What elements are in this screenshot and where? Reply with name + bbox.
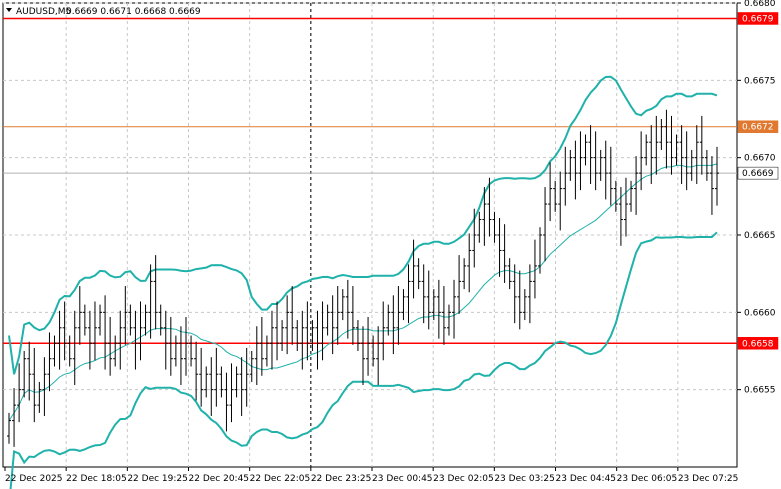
chart-header: AUDUSD,M5 0.6669 0.6671 0.6668 0.6669 [6, 7, 201, 17]
y-tick-label: 0.6670 [744, 154, 776, 164]
price-label-box [737, 166, 779, 180]
y-tick-label: 0.6660 [744, 308, 776, 318]
price-label: 0.6672 [742, 123, 774, 133]
x-tick-label: 23 Dec 06:05 [617, 474, 678, 484]
price-label: 0.6679 [742, 14, 774, 24]
price-axis[interactable]: 0.6680 0.6675 0.6670 0.6665 0.6660 0.6655 0.66… [737, 0, 779, 396]
x-tick-label: 22 Dec 22:05 [250, 474, 311, 484]
grid [3, 2, 737, 467]
price-label-box [737, 12, 779, 25]
time-axis[interactable]: 22 Dec 2025 22 Dec 18:05 22 Dec 19:25 22 De… [4, 467, 739, 484]
price-label: 0.6669 [742, 169, 774, 179]
x-tick-label: 22 Dec 18:05 [66, 474, 127, 484]
price-label-box [737, 337, 779, 350]
bollinger-bands [8, 75, 718, 489]
x-tick-label: 22 Dec 23:25 [311, 474, 372, 484]
y-tick-label: 0.6680 [744, 0, 776, 9]
price-label-box [737, 120, 779, 133]
y-tick-label: 0.6675 [744, 76, 776, 86]
y-tick-label: 0.6655 [744, 386, 776, 396]
x-tick-label: 22 Dec 20:45 [189, 474, 250, 484]
symbol-label: AUDUSD,M5 [16, 7, 71, 17]
x-tick-label: 23 Dec 07:25 [678, 474, 739, 484]
y-tick-label: 0.6665 [744, 231, 776, 241]
collapse-triangle-icon[interactable] [6, 8, 12, 12]
x-tick-label: 22 Dec 19:25 [127, 474, 188, 484]
bollinger-upper-band [8, 75, 718, 375]
ohlc-readout: 0.6669 0.6671 0.6668 0.6669 [66, 7, 201, 17]
x-tick-label: 23 Dec 03:25 [494, 474, 555, 484]
x-tick-label: 23 Dec 02:05 [433, 474, 494, 484]
x-tick-label: 23 Dec 04:45 [556, 474, 617, 484]
candles [7, 109, 719, 447]
price-label: 0.6658 [742, 339, 774, 349]
x-tick-label: 23 Dec 00:45 [372, 474, 433, 484]
x-tick-label: 22 Dec 2025 [5, 474, 63, 484]
